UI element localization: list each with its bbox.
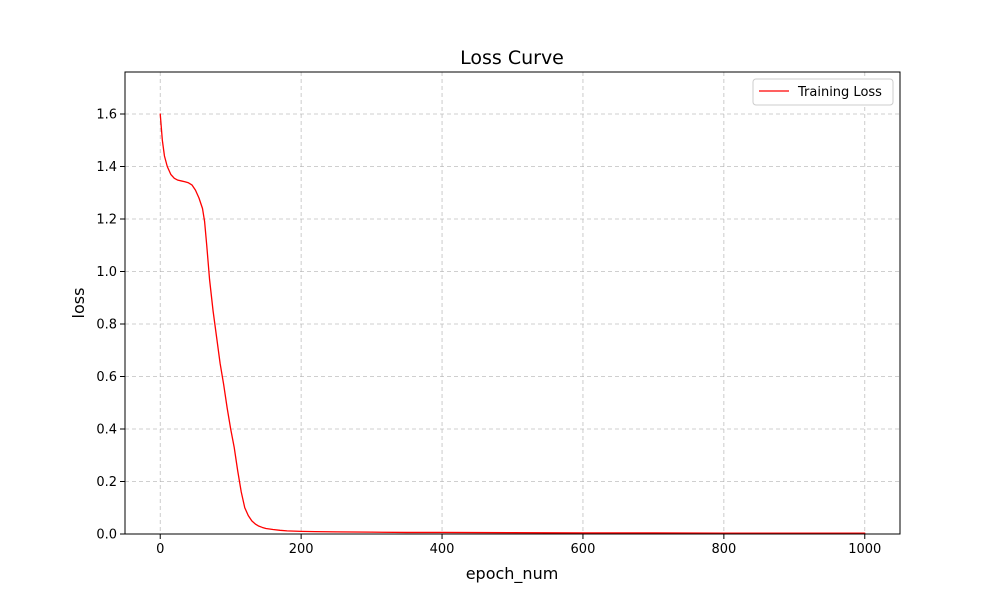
y-axis-ticks: 0.0 0.2 0.4 0.6 0.8 1.0 1.2 1.4 1.6 <box>96 108 125 543</box>
y-tick-label: 0.6 <box>96 370 117 385</box>
x-tick-label: 0 <box>156 542 164 557</box>
grid <box>125 72 900 535</box>
y-tick-label: 0.2 <box>96 475 117 490</box>
y-tick-label: 1.0 <box>96 265 117 280</box>
x-tick-label: 1000 <box>848 542 881 557</box>
legend-label-training-loss: Training Loss <box>797 85 882 100</box>
x-axis-label: epoch_num <box>466 564 559 584</box>
legend: Training Loss <box>752 78 894 106</box>
y-tick-label: 0.0 <box>96 528 117 543</box>
plot-frame <box>124 71 901 535</box>
y-tick-label: 1.4 <box>96 160 117 175</box>
chart-title: Loss Curve <box>460 47 564 69</box>
y-tick-label: 0.4 <box>96 423 117 438</box>
series-layer <box>159 113 866 534</box>
y-axis-label: loss <box>69 288 88 319</box>
y-tick-label: 1.2 <box>96 213 117 228</box>
y-tick-label: 0.8 <box>96 318 117 333</box>
x-axis-ticks: 0 200 400 600 800 1000 <box>156 534 881 557</box>
series-line-training-loss <box>159 113 866 534</box>
x-tick-label: 800 <box>711 542 736 557</box>
x-tick-label: 400 <box>430 542 455 557</box>
y-tick-label: 1.6 <box>96 108 117 123</box>
x-tick-label: 600 <box>571 542 596 557</box>
legend-box <box>752 78 894 106</box>
x-tick-label: 200 <box>289 542 314 557</box>
